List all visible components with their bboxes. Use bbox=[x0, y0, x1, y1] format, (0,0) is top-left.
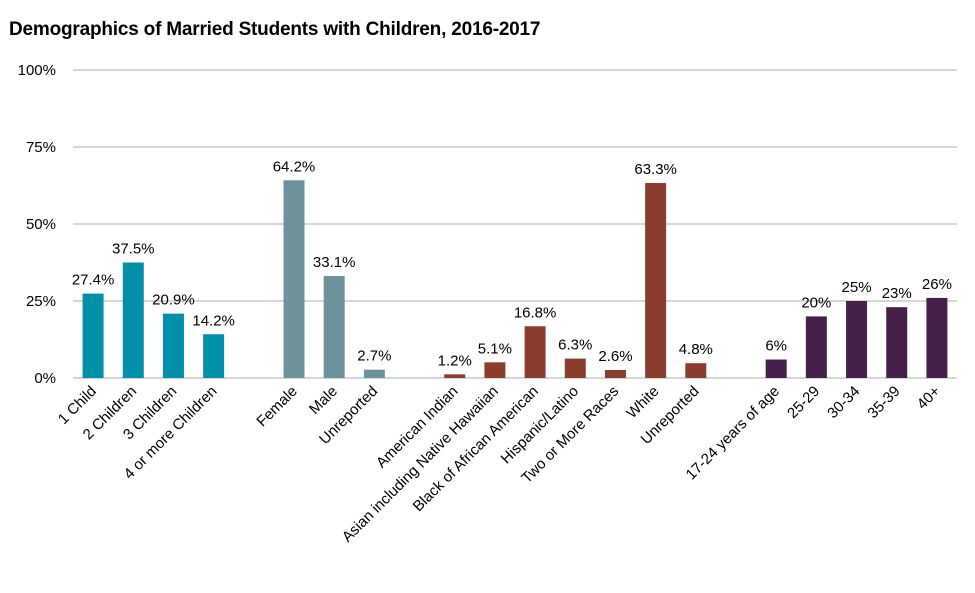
data-label: 37.5% bbox=[112, 241, 155, 258]
data-label: 20% bbox=[801, 294, 831, 311]
bar bbox=[283, 180, 305, 378]
data-label: 33.1% bbox=[313, 254, 356, 271]
data-label: 63.3% bbox=[634, 161, 677, 178]
y-tick-label: 0% bbox=[34, 370, 56, 387]
bar bbox=[886, 307, 908, 378]
y-tick-label: 75% bbox=[26, 139, 56, 156]
bars bbox=[82, 180, 948, 378]
bar bbox=[564, 358, 586, 378]
bar bbox=[484, 362, 506, 378]
bar bbox=[685, 363, 707, 378]
data-label: 1.2% bbox=[438, 352, 472, 369]
y-tick-label: 25% bbox=[26, 293, 56, 310]
bar bbox=[323, 276, 345, 378]
x-category-label: 25-29 bbox=[784, 383, 823, 422]
data-label: 26% bbox=[922, 276, 952, 293]
bar bbox=[805, 316, 827, 378]
data-label: 25% bbox=[842, 279, 872, 296]
x-category-label: 30-34 bbox=[824, 383, 863, 422]
bar bbox=[82, 293, 104, 378]
bar bbox=[604, 369, 626, 378]
bar bbox=[162, 313, 184, 378]
data-label: 6.3% bbox=[558, 337, 592, 354]
bar bbox=[645, 183, 667, 378]
data-label: 20.9% bbox=[152, 292, 195, 309]
bar bbox=[926, 297, 948, 378]
data-label: 64.2% bbox=[273, 158, 316, 175]
x-category-label: Male bbox=[306, 383, 341, 418]
bar bbox=[444, 374, 466, 378]
data-labels: 27.4% 37.5% 20.9% 14.2% 64.2% 33.1% 2.7% 1.2% 5.… bbox=[72, 158, 952, 369]
x-category-label: Female bbox=[253, 383, 300, 430]
data-label: 6% bbox=[765, 338, 787, 355]
data-label: 27.4% bbox=[72, 272, 115, 289]
y-axis-ticks: 0% 25% 50% 75% 100% bbox=[18, 62, 56, 387]
data-label: 14.2% bbox=[192, 312, 235, 329]
data-label: 23% bbox=[882, 285, 912, 302]
bar bbox=[846, 301, 868, 378]
y-tick-label: 50% bbox=[26, 216, 56, 233]
bar bbox=[203, 334, 225, 378]
bar bbox=[363, 369, 385, 378]
x-category-label: 40+ bbox=[914, 383, 944, 413]
data-label: 4.8% bbox=[679, 341, 713, 358]
bar bbox=[524, 326, 546, 378]
chart-title: Demographics of Married Students with Ch… bbox=[9, 19, 541, 40]
bar bbox=[765, 359, 787, 378]
data-label: 5.1% bbox=[478, 340, 512, 357]
data-label: 16.8% bbox=[514, 304, 557, 321]
data-label: 2.7% bbox=[357, 348, 391, 365]
x-category-label: 35-39 bbox=[864, 383, 903, 422]
data-label: 2.6% bbox=[598, 348, 632, 365]
y-tick-label: 100% bbox=[18, 62, 56, 79]
bar bbox=[122, 262, 144, 378]
